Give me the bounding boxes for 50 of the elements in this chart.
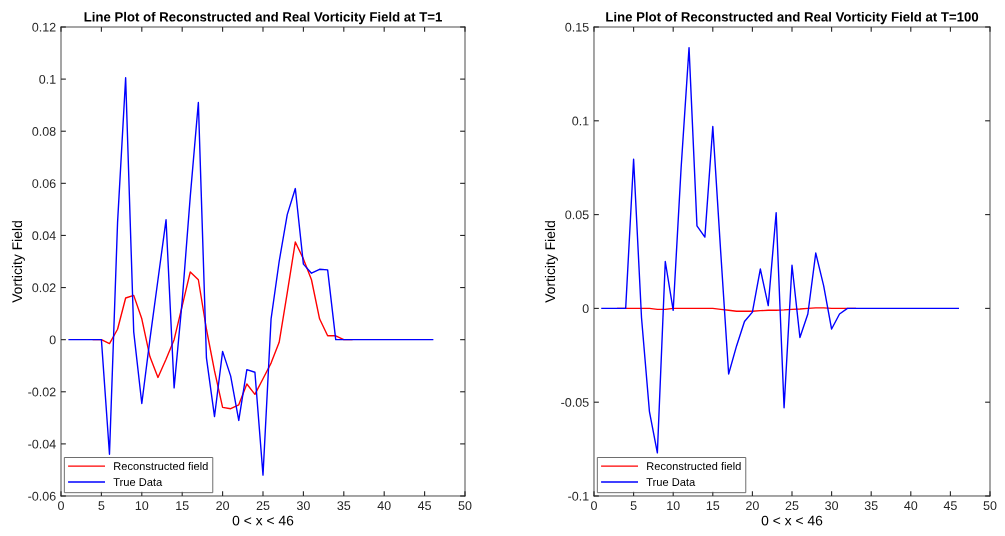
y-tick-label: 0.12 xyxy=(32,22,56,32)
line-series xyxy=(68,77,434,476)
x-tick-label: 35 xyxy=(864,501,878,511)
y-tick-label: 0.1 xyxy=(39,74,56,84)
line-series xyxy=(601,46,960,454)
x-tick-label: 25 xyxy=(785,501,799,511)
y-tick-label: 0.15 xyxy=(565,22,589,32)
y-tick-label: 0 xyxy=(49,335,56,345)
y-tick-label: -0.1 xyxy=(568,491,589,501)
x-tick-label: 50 xyxy=(983,501,997,511)
y-tick-label: -0.06 xyxy=(28,491,56,501)
x-tick-label: 30 xyxy=(296,501,310,511)
x-axis-title: 0 < x < 46 xyxy=(761,515,823,526)
x-tick-label: 0 xyxy=(58,501,64,511)
x-tick-label: 20 xyxy=(746,501,759,511)
y-axis-title: Vorticity Field xyxy=(544,221,558,303)
y-tick-label: 0 xyxy=(582,304,589,314)
x-tick-label: 40 xyxy=(377,501,391,511)
x-axis-title: 0 < x < 46 xyxy=(232,515,294,526)
chart-title: Line Plot of Reconstructed and Real Vorticity Field at T=100 xyxy=(606,11,979,25)
legend-label: True Data xyxy=(646,478,696,487)
x-tick-label: 45 xyxy=(417,501,432,511)
y-tick-label: 0.05 xyxy=(565,210,589,220)
legend-label: Reconstructed field xyxy=(114,461,208,471)
y-tick-label: 0.04 xyxy=(32,231,56,241)
x-tick-label: 5 xyxy=(630,501,637,511)
x-tick-label: 15 xyxy=(706,501,720,511)
x-tick-label: 10 xyxy=(667,501,680,511)
x-tick-label: 5 xyxy=(98,501,105,511)
x-tick-label: 50 xyxy=(458,501,472,511)
y-tick-label: 0.08 xyxy=(32,127,56,136)
x-tick-label: 45 xyxy=(943,501,957,511)
y-tick-label: 0.1 xyxy=(572,116,589,126)
x-tick-label: 35 xyxy=(337,501,351,511)
y-axis-title: Vorticity Field xyxy=(11,221,25,303)
x-tick-label: 25 xyxy=(256,501,270,511)
legend-label: Reconstructed field xyxy=(647,461,741,471)
x-tick-label: 30 xyxy=(825,501,839,511)
x-tick-label: 0 xyxy=(591,501,597,511)
y-tick-label: 0.02 xyxy=(32,283,56,293)
y-tick-label: -0.02 xyxy=(28,387,56,397)
x-tick-label: 40 xyxy=(904,501,918,511)
y-tick-label: -0.04 xyxy=(28,439,56,449)
y-tick-label: 0.06 xyxy=(32,179,56,188)
chart-title: Line Plot of Reconstructed and Real Vorticity Field at T=1 xyxy=(84,11,442,25)
x-tick-label: 15 xyxy=(176,501,189,511)
x-tick-label: 20 xyxy=(216,501,230,511)
x-tick-label: 10 xyxy=(135,501,149,511)
y-tick-label: -0.05 xyxy=(561,398,589,407)
legend-label: True Data xyxy=(113,478,163,487)
